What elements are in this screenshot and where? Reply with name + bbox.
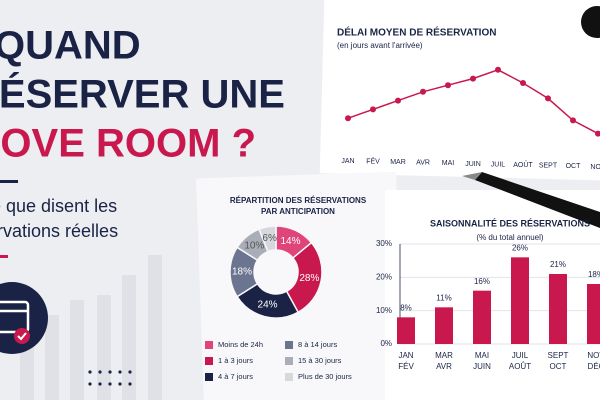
divider [0,180,18,183]
x-tick-label: AVR [416,160,430,167]
point [370,106,376,113]
point [520,80,526,86]
point [470,75,476,82]
point [445,82,451,89]
decor-bars [20,255,162,400]
y-tick-label: 30% [376,239,392,248]
x-tick-label: JAN [398,351,413,360]
x-tick-label: OCT [550,362,567,371]
x-tick-label: MAI [475,351,489,360]
x-tick-label: JUIL [491,161,506,168]
data-label: 11% [436,293,451,302]
legend-label: 8 à 14 jours [298,340,337,349]
bar [473,290,491,344]
headline-line: RÉSERVER UNE [0,72,285,117]
legend-swatch [205,341,213,349]
legend-label: 15 à 30 jours [298,356,342,365]
calendar-icon [0,282,48,354]
point [570,117,576,124]
data-label: 6% [262,233,277,244]
pen [462,6,600,228]
x-tick-label: MAR [390,159,406,166]
slice [258,225,277,253]
legend-label: Moins de 24h [218,340,263,349]
chart-title: RÉPARTITION DES RÉSERVATIONS [230,196,367,205]
x-tick-label: NOV [590,164,600,171]
x-tick-label: MAR [435,351,453,360]
x-tick-label: FÉV [366,156,380,165]
y-tick-label: 20% [376,272,392,281]
chart-subtitle: (en jours avant l'arrivée) [337,41,423,50]
data-label: 26% [512,243,528,252]
legend-swatch [285,373,293,381]
headline-line: LOVE ROOM ? [0,122,256,166]
y-tick-label: 10% [376,306,392,315]
bar [397,317,415,344]
x-tick-label: AVR [436,362,452,371]
x-tick-label: JAN [341,158,354,165]
point [345,115,351,122]
x-tick-label: SEPT [539,163,558,170]
chart-title: SAISONNALITÉ DES RÉSERVATIONS [430,218,590,228]
bar [511,257,529,344]
legend-swatch [205,373,213,381]
data-label: 21% [550,260,566,269]
x-tick-label: NOV [587,351,600,360]
data-label: 24% [258,300,278,311]
y-tick-label: 0% [380,339,392,348]
point [495,66,501,73]
legend-label: Plus de 30 jours [298,372,352,381]
headline-line: QUAND [0,24,141,68]
x-tick-label: DÉC [588,362,600,371]
divider [0,255,8,258]
headline-subtitle: Ce que disent les [0,196,117,216]
chart-title: DÉLAI MOYEN DE RÉSERVATION [337,26,496,39]
x-tick-label: FÉV [398,362,414,371]
point [595,130,600,137]
data-label: 18% [232,267,252,278]
x-tick-label: OCT [566,163,582,170]
point [395,97,401,104]
x-tick-label: JUIN [465,161,481,168]
chart-title: PAR ANTICIPATION [261,207,335,216]
bar [435,307,453,344]
data-label: 14% [280,236,300,247]
legend-swatch [205,357,213,365]
data-label: 28% [299,273,319,284]
x-tick-label: SEPT [548,351,569,360]
legend-swatch [285,341,293,349]
headline-subtitle: réservations réelles [0,221,118,241]
x-tick-label: JUIN [473,362,491,371]
legend-label: 4 à 7 jours [218,372,253,381]
bar [549,274,567,344]
x-tick-label: MAI [442,160,455,167]
chart-subtitle: (% du total annuel) [476,233,543,242]
x-tick-label: JUIL [512,351,529,360]
slice [285,241,323,314]
decor-dots [88,370,132,386]
legend-label: 1 à 3 jours [218,356,253,365]
card [319,0,600,181]
x-tick-label: AOÛT [513,160,533,169]
data-label: 8% [400,303,412,312]
x-tick-label: AOÛT [509,362,531,371]
bar [587,284,600,344]
point [545,95,551,102]
legend-swatch [285,357,293,365]
data-label: 16% [474,277,490,286]
charts: DÉLAI MOYEN DE RÉSERVATION (en jours avan… [205,26,600,381]
data-label: 18% [588,270,600,279]
data-label: 10% [244,240,264,251]
point [420,88,426,95]
